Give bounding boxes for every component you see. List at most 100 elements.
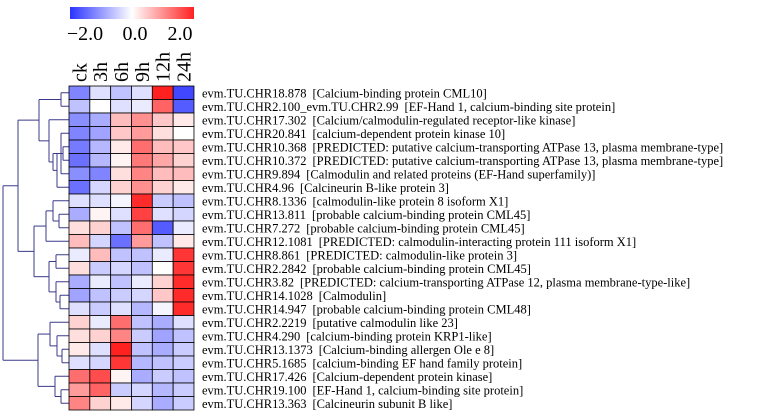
heatmap-cell [131, 396, 153, 411]
column-label-ck: ck [69, 63, 91, 82]
row-label: evm.TU.CHR9.894 [Calmodulin and related p… [202, 167, 595, 181]
heatmap-cell [68, 369, 91, 384]
heatmap-cell [110, 355, 132, 370]
heatmap-cell [172, 126, 195, 141]
column-label-6h: 6h [111, 62, 133, 82]
heatmap-cell [151, 220, 174, 235]
row-label: evm.TU.CHR2.100_evm.TU.CHR2.99 [EF-Hand 1… [202, 100, 615, 114]
heatmap-cell [151, 369, 174, 384]
heatmap-cell [131, 382, 153, 397]
row-gene-id: evm.TU.CHR17.426 [202, 370, 307, 384]
heatmap-cell [89, 342, 112, 357]
heatmap-cell [151, 234, 174, 249]
heatmap-cell [89, 85, 112, 100]
heatmap-cell [89, 396, 112, 411]
row-annotation: [calmodulin-like protein 8 isoform X1] [313, 194, 509, 208]
heatmap-cell [110, 369, 132, 384]
heatmap-cell [151, 315, 174, 330]
row-annotation: [PREDICTED: calmodulin-like protein 3] [306, 248, 517, 262]
row-label: evm.TU.CHR10.372 [PREDICTED: putative cal… [202, 154, 723, 168]
row-label: evm.TU.CHR8.861 [PREDICTED: calmodulin-li… [202, 248, 517, 262]
color-key-bar [70, 7, 194, 19]
heatmap-cell [89, 382, 112, 397]
row-label: evm.TU.CHR13.363 [Calcineurin subunit B l… [202, 397, 452, 411]
color-key-mid-label: 0.0 [123, 23, 148, 45]
heatmap-cell [68, 112, 91, 127]
row-gene-id: evm.TU.CHR14.1028 [202, 289, 313, 303]
row-annotation: [probable calcium-binding protein CML45] [306, 221, 524, 235]
heatmap-cell [68, 288, 91, 303]
heatmap-cell [131, 153, 153, 168]
heatmap-cell [151, 355, 174, 370]
heatmap-cell [172, 342, 195, 357]
row-gene-id: evm.TU.CHR2.100_evm.TU.CHR2.99 [202, 100, 399, 114]
row-label: evm.TU.CHR4.96 [Calcineurin B-like protei… [202, 181, 449, 195]
heatmap-cell [89, 99, 112, 114]
row-gene-id: evm.TU.CHR2.2842 [202, 262, 307, 276]
heatmap-cell [131, 126, 153, 141]
heatmap-cell [131, 261, 153, 276]
heatmap-cell [110, 234, 132, 249]
heatmap-cell [68, 166, 91, 181]
heatmap-cell [151, 342, 174, 357]
heatmap-cell [172, 369, 195, 384]
heatmap-cells [68, 85, 195, 411]
column-label-3h: 3h [90, 62, 112, 82]
heatmap-cell [89, 234, 112, 249]
heatmap-cell [68, 315, 91, 330]
heatmap-cell [172, 99, 195, 114]
row-gene-id: evm.TU.CHR14.947 [202, 302, 307, 316]
heatmap-cell [110, 274, 132, 289]
row-label: evm.TU.CHR18.878 [Calcium-binding protein… [202, 86, 487, 100]
heatmap-cell [151, 396, 174, 411]
heatmap-cell [172, 382, 195, 397]
heatmap-cell [110, 261, 132, 276]
heatmap-cell [110, 328, 132, 343]
heatmap-cell [110, 220, 132, 235]
heatmap-cell [172, 396, 195, 411]
heatmap-cell [68, 328, 91, 343]
heatmap-cell [172, 274, 195, 289]
row-annotation: [probable calcium-binding protein CML45] [313, 262, 531, 276]
heatmap-cell [110, 396, 132, 411]
heatmap-cell [110, 207, 132, 222]
heatmap-cell [172, 193, 195, 208]
heatmap-cell [89, 139, 112, 154]
column-label-9h: 9h [132, 62, 154, 82]
heatmap-cell [172, 180, 195, 195]
heatmap-cell [89, 261, 112, 276]
row-annotation: [Calcineurin subunit B like] [313, 397, 453, 411]
heatmap-cell [172, 85, 195, 100]
heatmap-cell [131, 139, 153, 154]
heatmap-cell [68, 126, 91, 141]
row-annotation: [Calcium-binding allergen Ole e 8] [319, 343, 494, 357]
heatmap-cell [89, 180, 112, 195]
heatmap-cell [89, 301, 112, 316]
heatmap-cell [151, 247, 174, 262]
heatmap-cell [110, 342, 132, 357]
row-label: evm.TU.CHR3.82 [PREDICTED: calcium-transp… [202, 275, 690, 289]
row-annotation: [probable calcium-binding protein CML45] [312, 208, 530, 222]
row-gene-id: evm.TU.CHR7.272 [202, 221, 300, 235]
heatmap-cell [172, 355, 195, 370]
row-label: evm.TU.CHR10.368 [PREDICTED: putative cal… [202, 140, 723, 154]
heatmap-cell [68, 153, 91, 168]
row-gene-id: evm.TU.CHR3.82 [202, 275, 294, 289]
heatmap-cell [131, 220, 153, 235]
heatmap-cell [131, 369, 153, 384]
heatmap-cell [89, 207, 112, 222]
heatmap-cell [89, 166, 112, 181]
row-gene-id: evm.TU.CHR12.1081 [202, 235, 313, 249]
heatmap-cell [68, 261, 91, 276]
heatmap-cell [68, 220, 91, 235]
heatmap-cell [89, 355, 112, 370]
heatmap-cell [68, 342, 91, 357]
heatmap-cell [131, 355, 153, 370]
heatmap-cell [110, 99, 132, 114]
heatmap-cell [151, 126, 174, 141]
row-annotation: [Calcium/calmodulin-regulated receptor-l… [313, 113, 576, 127]
heatmap-cell [110, 301, 132, 316]
heatmap-cell [68, 99, 91, 114]
heatmap-cell [110, 112, 132, 127]
